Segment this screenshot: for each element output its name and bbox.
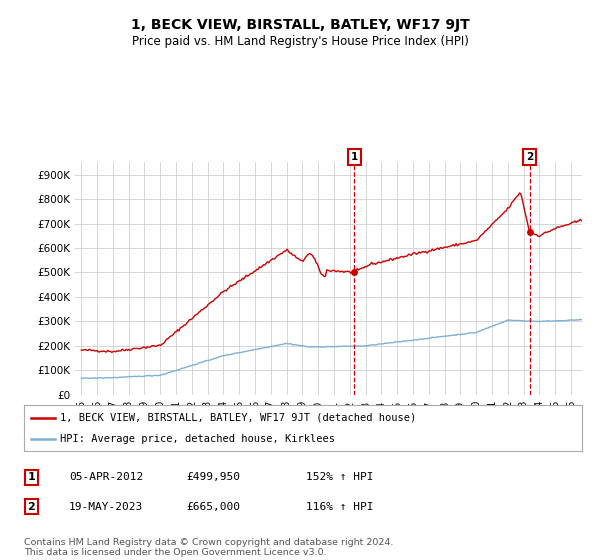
Text: £665,000: £665,000 [186, 502, 240, 512]
Text: 1, BECK VIEW, BIRSTALL, BATLEY, WF17 9JT (detached house): 1, BECK VIEW, BIRSTALL, BATLEY, WF17 9JT… [60, 413, 416, 423]
Text: 1: 1 [350, 152, 358, 162]
Text: 1: 1 [28, 472, 35, 482]
Text: 152% ↑ HPI: 152% ↑ HPI [306, 472, 373, 482]
Text: £499,950: £499,950 [186, 472, 240, 482]
Text: Price paid vs. HM Land Registry's House Price Index (HPI): Price paid vs. HM Land Registry's House … [131, 35, 469, 49]
Text: 2: 2 [28, 502, 35, 512]
Text: HPI: Average price, detached house, Kirklees: HPI: Average price, detached house, Kirk… [60, 434, 335, 444]
Text: 05-APR-2012: 05-APR-2012 [69, 472, 143, 482]
Text: 2: 2 [526, 152, 533, 162]
Text: 1, BECK VIEW, BIRSTALL, BATLEY, WF17 9JT: 1, BECK VIEW, BIRSTALL, BATLEY, WF17 9JT [131, 18, 469, 32]
Text: Contains HM Land Registry data © Crown copyright and database right 2024.
This d: Contains HM Land Registry data © Crown c… [24, 538, 394, 557]
Text: 116% ↑ HPI: 116% ↑ HPI [306, 502, 373, 512]
Text: 19-MAY-2023: 19-MAY-2023 [69, 502, 143, 512]
